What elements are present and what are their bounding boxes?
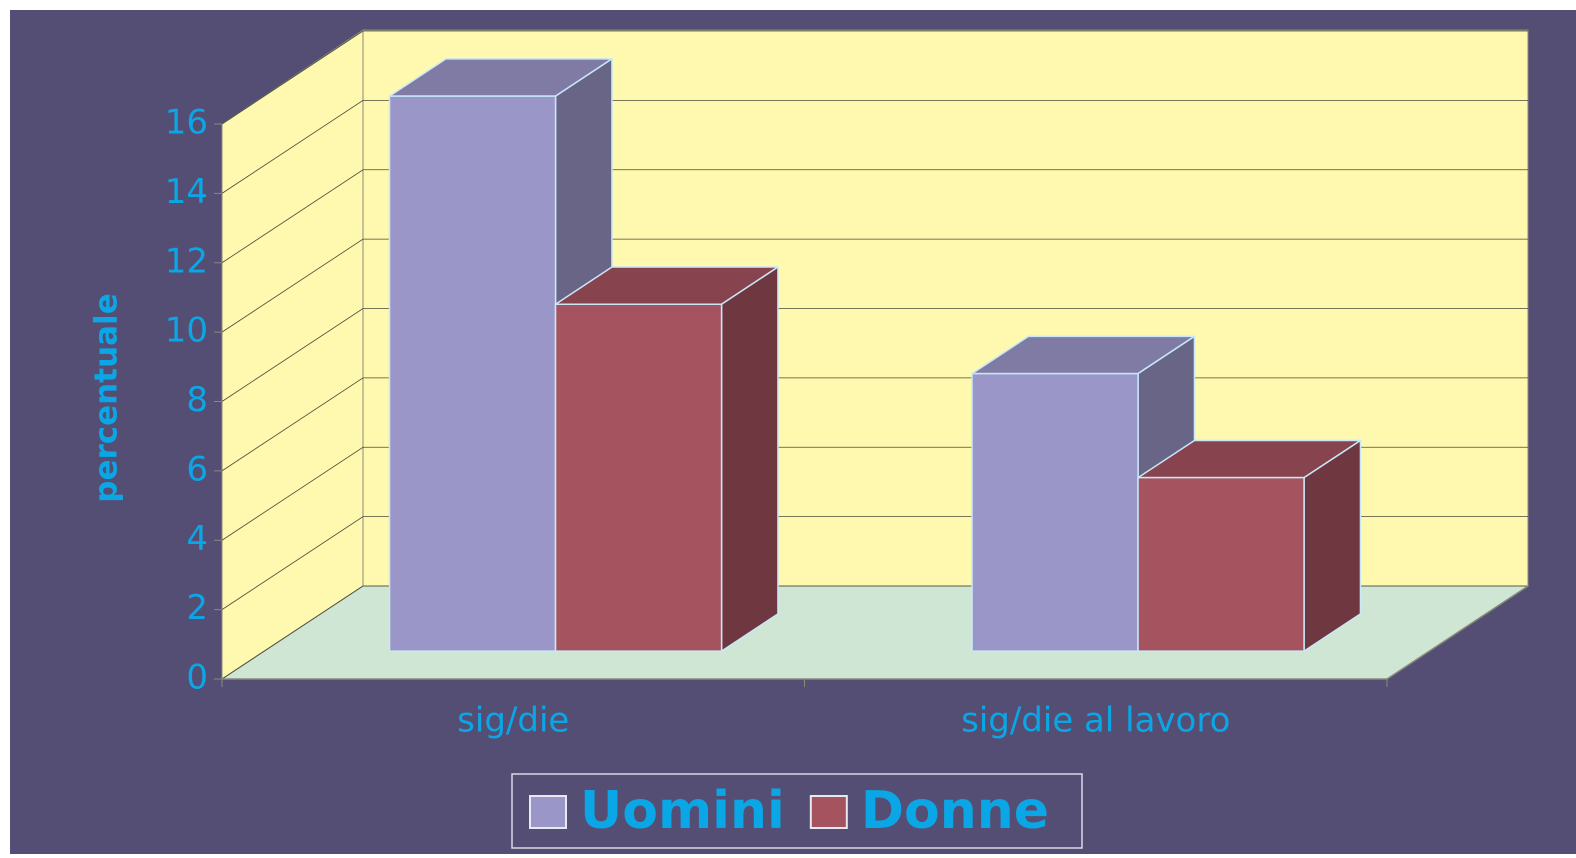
legend-label: Donne: [861, 781, 1049, 841]
x-tick-label: sig/die: [457, 701, 569, 741]
y-tick-label: 10: [165, 311, 208, 351]
y-tick-label: 6: [186, 449, 208, 489]
legend-label: Uomini: [580, 781, 785, 841]
y-tick-label: 14: [165, 172, 208, 212]
y-tick-label: 4: [186, 519, 208, 559]
grid-line: [221, 238, 1528, 333]
bar: [554, 303, 723, 652]
bar: [388, 95, 557, 652]
x-tick-label: sig/die al lavoro: [961, 701, 1230, 741]
y-axis-label: percentuale: [89, 293, 125, 502]
grid-line: [221, 30, 1528, 125]
bar-side: [720, 266, 779, 652]
grid-line: [221, 308, 1528, 402]
legend-swatch: [809, 795, 848, 829]
bar-side: [1303, 439, 1362, 652]
bar: [1137, 476, 1305, 652]
y-tick-label: 0: [186, 658, 208, 698]
y-tick-label: 12: [165, 241, 208, 281]
y-tick-label: 2: [186, 588, 208, 628]
grid-line: [221, 169, 1528, 264]
y-tick-label: 8: [186, 380, 208, 420]
x-axis-back-edge: [1386, 585, 1529, 680]
bar: [971, 372, 1139, 652]
y-tick-label: 16: [165, 103, 208, 143]
legend-swatch: [529, 795, 567, 829]
grid-line: [221, 99, 1528, 194]
legend-box: [511, 773, 1083, 849]
side-wall: [221, 29, 364, 680]
legend: Uomini Donne: [511, 773, 1083, 849]
